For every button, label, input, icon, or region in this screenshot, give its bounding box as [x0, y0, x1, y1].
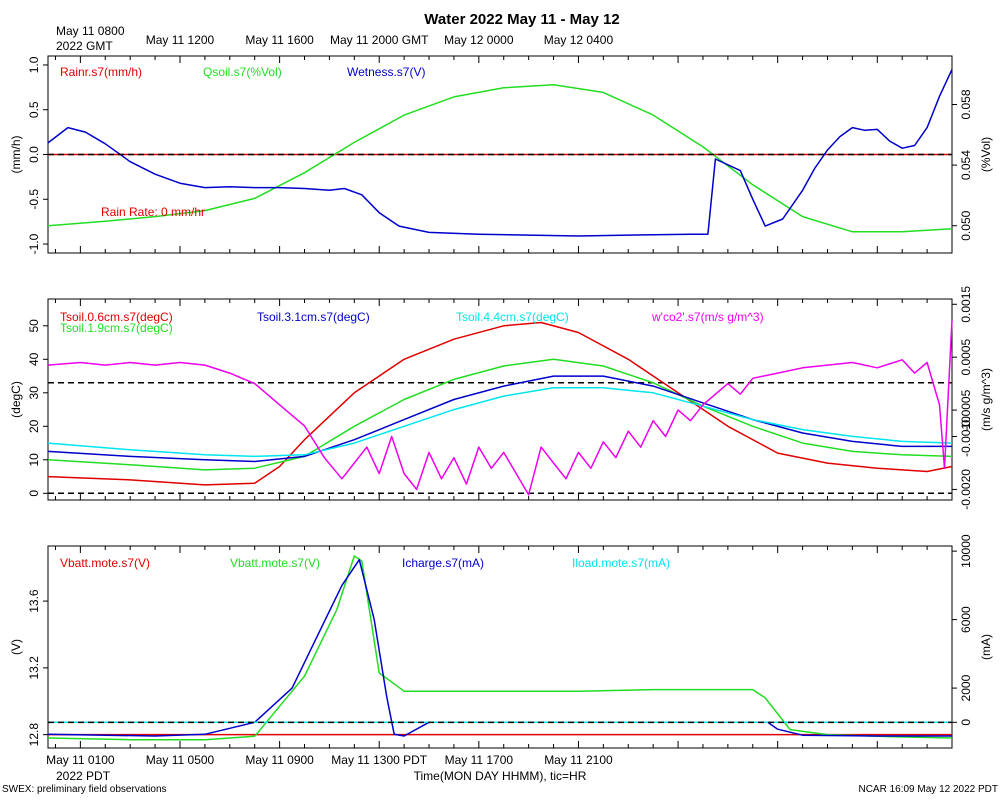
y-right-tick-label: -0.0020: [959, 469, 973, 510]
y-right-axis-label: (%Vol): [979, 137, 993, 172]
y-left-tick-label: 13.2: [27, 656, 41, 680]
series-line-tsoil-0-6cm-s7-degc: [47, 321, 953, 486]
chart-title: Water 2022 May 11 - May 12: [424, 11, 619, 28]
bottom-axis-year-label: 2022 PDT: [56, 769, 111, 783]
top-axis-label: May 11 1600: [245, 33, 314, 47]
y-right-tick-label: 0.054: [959, 150, 973, 180]
bottom-axis-label: May 11 0500: [146, 753, 215, 767]
y-left-tick-label: 10: [27, 453, 41, 467]
footer-right: NCAR 16:09 May 12 2022 PDT: [858, 784, 998, 795]
y-right-tick-label: 2000: [959, 674, 973, 701]
y-right-tick-label: 10000: [959, 534, 973, 568]
x-axis-label: Time(MON DAY HHMM), tic=HR: [414, 769, 587, 783]
legend-wetness: Wetness.s7(V): [347, 65, 425, 79]
footer-left: SWEX: preliminary field observations: [2, 784, 167, 795]
panel-frame: [47, 298, 953, 501]
y-left-tick-label: 13.6: [27, 589, 41, 613]
y-left-axis-label: (V): [9, 639, 23, 655]
panel-water: -1.0 -0.5 0.0 0.5 1.0 (mm/h) 0.050 0.054 0.058 (%…: [9, 55, 993, 254]
y-right-tick-label: -0.0010: [959, 416, 973, 457]
y-left-tick-label: 12.8: [27, 723, 41, 747]
y-left-axis-label: (degC): [9, 381, 23, 418]
y-left-tick-label: 1.0: [27, 56, 41, 73]
y-right-tick-label: -0.0005: [959, 389, 973, 430]
y-left-tick-label: 20: [27, 419, 41, 433]
y-right-axis-label: (mA): [979, 634, 993, 660]
top-axis-label: May 12 0000: [444, 33, 514, 47]
series-line-vbatt-mote-s7-v: [47, 555, 953, 741]
y-left-tick-label: 0.0: [27, 146, 41, 163]
y-left-tick-label: 40: [27, 352, 41, 366]
y-right-tick-label: 0.0015: [959, 286, 973, 323]
bottom-axis-labels: May 11 0100 May 11 0500 May 11 0900 May 11 …: [46, 753, 613, 767]
legend-icharge: Icharge.s7(mA): [402, 556, 484, 570]
legend-rainr: Rainr.s7(mm/h): [60, 65, 142, 79]
y-left-tick-label: 0: [27, 490, 41, 497]
legend-qsoil: Qsoil.s7(%Vol): [203, 65, 282, 79]
y-left-tick-label: -1.0: [27, 233, 41, 254]
top-axis-label: May 11 1200: [146, 33, 215, 47]
y-right-tick-label: 0.058: [959, 89, 973, 119]
top-axis-labels: May 11 1200 May 11 1600 May 11 2000 GMT May…: [146, 33, 614, 47]
bottom-axis-label: May 11 0100: [46, 753, 115, 767]
series-line-tsoil-1-9cm-s7-degc: [47, 358, 953, 471]
top-axis-first-label: May 11 0800: [56, 24, 125, 38]
y-right-tick-label: 0.0005: [959, 339, 973, 376]
y-left-tick-label: -0.5: [27, 189, 41, 210]
series-line-w-co2-s7-m-s-g-m-3: [47, 320, 953, 496]
series-line-tsoil-3-1cm-s7-degc: [47, 375, 952, 463]
top-axis-first-label-year: 2022 GMT: [56, 39, 113, 53]
series-line-wetness-s7-v: [47, 69, 953, 237]
legend-iload: Iload.mote.s7(mA): [572, 556, 670, 570]
legend-tsoil-1-9: Tsoil.1.9cm.s7(degC): [60, 321, 173, 335]
top-axis-label: May 11 2000 GMT: [330, 33, 429, 47]
legend-wco2: w'co2'.s7(m/s g/m^3): [651, 310, 764, 324]
y-left-tick-label: 0.5: [27, 101, 41, 118]
rain-rate-annotation: Rain Rate: 0 mm/hr: [101, 205, 205, 219]
y-right-tick-label: 0.050: [959, 210, 973, 240]
legend-vbatt-red: Vbatt.mote.s7(V): [60, 556, 150, 570]
legend-tsoil-4-4: Tsoil.4.4cm.s7(degC): [456, 310, 569, 324]
y-right-tick-label: 0: [959, 719, 973, 726]
legend-tsoil-0-6: Tsoil.0.6cm.s7(degC): [60, 310, 173, 324]
panel-battery: 12.8 13.2 13.6 (V) 0 2000 6000 10000 (mA): [9, 534, 993, 749]
legend-tsoil-3-1: Tsoil.3.1cm.s7(degC): [257, 310, 370, 324]
series-line-qsoil-s7-vol: [47, 84, 953, 233]
legend-vbatt-green: Vbatt.mote.s7(V): [230, 556, 320, 570]
series-line-icharge-s7-ma: [47, 558, 952, 737]
y-right-tick-label: 6000: [959, 606, 973, 633]
bottom-axis-label: May 11 1700: [445, 753, 514, 767]
y-left-tick-label: 50: [27, 319, 41, 333]
y-left-tick-label: 30: [27, 386, 41, 400]
y-left-axis-label: (mm/h): [9, 136, 23, 174]
bottom-axis-label: May 11 0900: [245, 753, 314, 767]
series-line-tsoil-4-4cm-s7-degc: [47, 387, 953, 458]
top-axis-label: May 12 0400: [544, 33, 614, 47]
bottom-axis-label: May 11 1300 PDT: [331, 753, 427, 767]
panel-frame: [47, 545, 953, 749]
panel-soil-temperature: 0 10 20 30 40 50 (degC) -0.0020 -0.0010-0.0005 0.…: [9, 286, 993, 510]
bottom-axis-label: May 11 2100: [544, 753, 613, 767]
y-right-axis-label: (m/s g/m^3): [979, 368, 993, 431]
